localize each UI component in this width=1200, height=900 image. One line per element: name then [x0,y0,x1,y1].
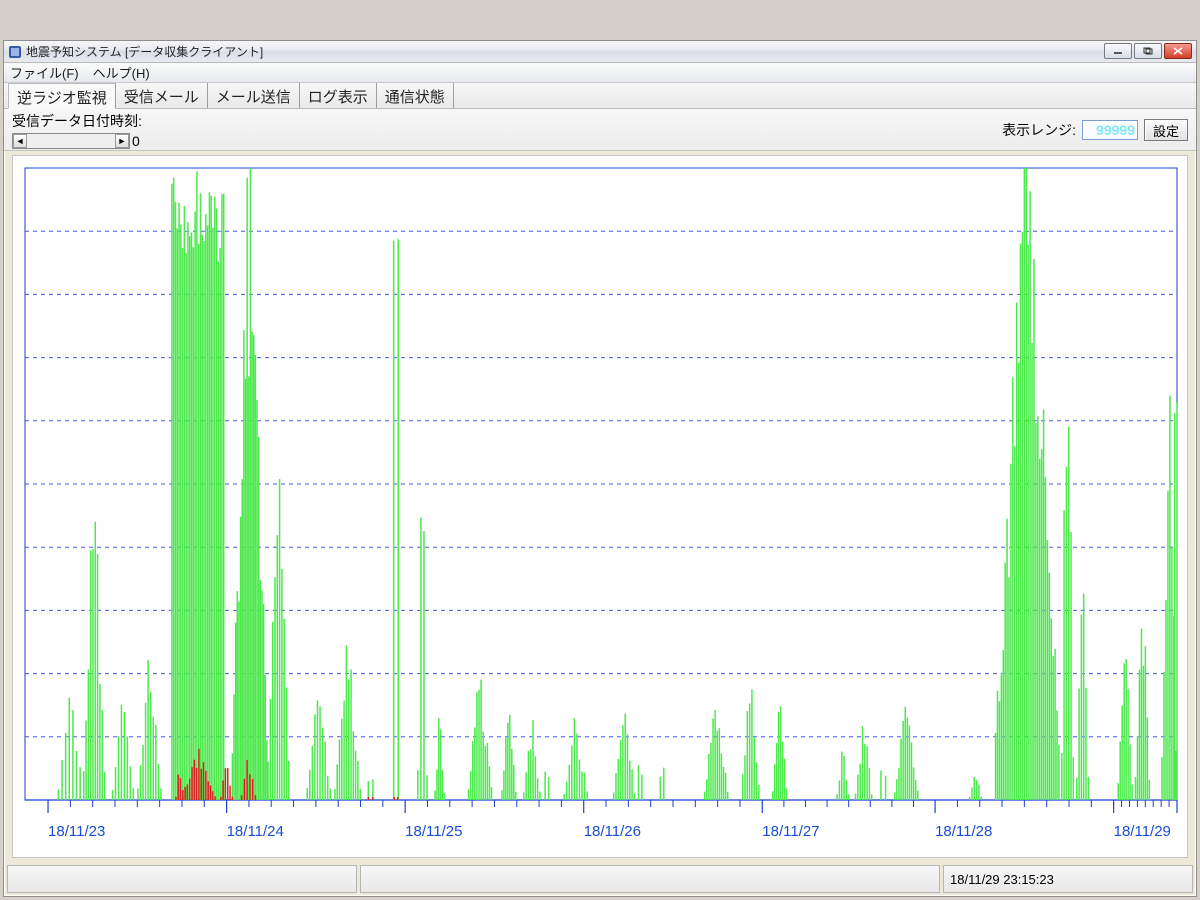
range-label: 表示レンジ: [1002,120,1076,140]
tab-received-mail[interactable]: 受信メール [116,83,208,108]
x-axis-label: 18/11/25 [405,823,462,840]
window-title: 地震予知システム [データ収集クライアント] [26,43,263,60]
chart-svg [13,156,1189,856]
time-scrollbar[interactable]: ◄ ► [12,133,130,149]
x-axis-label: 18/11/24 [227,823,284,840]
status-panel-mid [360,865,940,893]
x-axis-label: 18/11/23 [48,823,105,840]
x-axis-label: 18/11/26 [584,823,641,840]
x-axis-label: 18/11/27 [762,823,819,840]
tab-radio-monitor[interactable]: 逆ラジオ監視 [8,83,116,109]
minimize-button[interactable] [1104,43,1132,59]
titlebar[interactable]: 地震予知システム [データ収集クライアント] [4,41,1196,63]
scroll-right-icon[interactable]: ► [115,134,129,148]
settings-button[interactable]: 設定 [1144,119,1188,141]
app-icon [8,45,22,59]
tab-send-mail[interactable]: メール送信 [208,83,300,108]
status-timestamp: 18/11/29 23:15:23 [943,865,1193,893]
recv-datetime-label: 受信データ日付時刻: [12,111,142,131]
x-axis-labels: 18/11/23 18/11/24 18/11/25 18/11/26 18/11/27… [13,816,1187,840]
menubar: ファイル(F) ヘルプ(H) [4,63,1196,83]
toolbar: 受信データ日付時刻: ◄ ► 0 表示レンジ: 99999 設定 [4,109,1196,151]
tab-log-view[interactable]: ログ表示 [300,83,377,108]
range-input[interactable]: 99999 [1082,120,1138,140]
x-axis-label: 18/11/29 [1114,823,1171,840]
x-axis-label: 18/11/28 [935,823,992,840]
chart-area: 18/11/23 18/11/24 18/11/25 18/11/26 18/11/27… [12,155,1188,858]
maximize-button[interactable] [1134,43,1162,59]
scroll-left-icon[interactable]: ◄ [13,134,27,148]
tab-comm-status[interactable]: 通信状態 [377,83,454,108]
menu-help[interactable]: ヘルプ(H) [93,63,150,82]
status-panel-left [7,865,357,893]
menu-file[interactable]: ファイル(F) [10,63,79,82]
scrollbar-value: 0 [132,133,140,149]
statusbar: 18/11/29 23:15:23 [7,865,1193,893]
app-window: 地震予知システム [データ収集クライアント] ファイル(F) ヘルプ(H) [3,40,1197,897]
tab-strip: 逆ラジオ監視 受信メール メール送信 ログ表示 通信状態 [4,83,1196,109]
close-button[interactable] [1164,43,1192,59]
